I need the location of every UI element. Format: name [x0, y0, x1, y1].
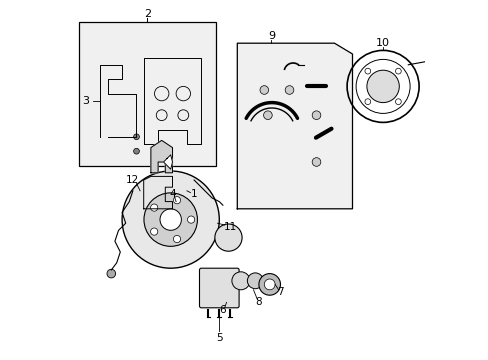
Circle shape [311, 158, 320, 166]
Circle shape [150, 204, 158, 211]
Text: 4: 4 [169, 189, 176, 199]
Circle shape [260, 86, 268, 94]
Text: 1: 1 [190, 189, 197, 199]
Circle shape [214, 224, 242, 251]
Circle shape [122, 171, 219, 268]
Circle shape [187, 216, 194, 223]
Circle shape [162, 148, 168, 154]
Text: 5: 5 [216, 333, 222, 343]
Circle shape [173, 197, 180, 204]
Circle shape [366, 70, 399, 103]
Circle shape [264, 279, 275, 290]
Text: 7: 7 [277, 287, 283, 297]
Bar [79, 22, 215, 166]
Circle shape [285, 86, 293, 94]
Circle shape [395, 99, 401, 104]
Circle shape [160, 209, 181, 230]
Text: 3: 3 [82, 96, 89, 106]
FancyBboxPatch shape [199, 268, 239, 308]
Circle shape [143, 193, 197, 246]
Circle shape [364, 68, 370, 74]
Polygon shape [237, 43, 352, 209]
Text: 6: 6 [219, 305, 226, 315]
Circle shape [150, 228, 158, 235]
Polygon shape [151, 140, 172, 173]
Circle shape [247, 273, 263, 289]
Text: 8: 8 [255, 297, 262, 307]
Circle shape [258, 274, 280, 295]
Circle shape [364, 99, 370, 104]
Circle shape [263, 111, 272, 120]
Circle shape [311, 111, 320, 120]
Text: 2: 2 [143, 9, 151, 19]
Text: 9: 9 [267, 31, 274, 41]
Text: 11: 11 [223, 222, 236, 232]
Text: 12: 12 [126, 175, 139, 185]
Circle shape [107, 269, 115, 278]
Circle shape [231, 272, 249, 290]
Polygon shape [163, 155, 172, 169]
Circle shape [173, 235, 180, 243]
Text: 10: 10 [375, 38, 389, 48]
Circle shape [133, 148, 139, 154]
Circle shape [395, 68, 401, 74]
Circle shape [133, 134, 139, 140]
